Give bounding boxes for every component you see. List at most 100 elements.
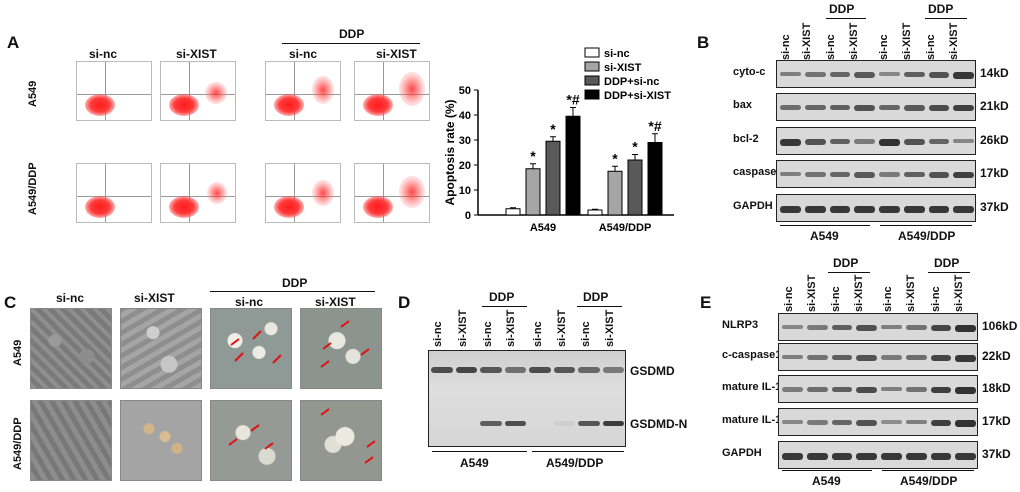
panel-e-group-1: A549 — [812, 474, 841, 488]
blot-band — [905, 355, 927, 360]
blot-band — [955, 387, 976, 394]
legend-swatch — [584, 89, 600, 100]
panel-d-group-2: A549/DDP — [546, 456, 604, 470]
panel-d-ddp-line-1 — [482, 306, 527, 307]
protein-label-2: bax — [733, 99, 752, 111]
blot-band — [804, 139, 826, 145]
micrograph-a549ddp-si-xist — [120, 400, 202, 481]
panel-b-ddp-label-2: DDP — [928, 2, 954, 16]
protein-label-5: GAPDH — [733, 200, 773, 212]
blot-band — [879, 139, 900, 146]
blot-row-5 — [776, 194, 976, 222]
blot-band — [953, 105, 974, 112]
blot-band — [829, 105, 851, 111]
blot-band — [829, 139, 851, 145]
panel-b-group-line-2 — [880, 225, 972, 226]
blot-band — [782, 453, 803, 460]
bar-si-XIST-A549/DDP — [607, 170, 623, 216]
panel-a-col-label-1: si-nc — [89, 47, 118, 61]
panel-d-group-1: A549 — [460, 456, 489, 470]
blot-band — [804, 206, 826, 213]
gsdmd-band — [431, 367, 453, 373]
size-label-5: 37kD — [980, 200, 1009, 214]
blot-band — [829, 206, 851, 213]
legend-label: si-XIST — [604, 62, 642, 74]
blot-band — [856, 453, 877, 460]
blot-band — [856, 325, 877, 331]
y-tick-label: 10 — [459, 185, 471, 197]
blot-row-2 — [778, 343, 978, 371]
y-tick-label: 40 — [459, 110, 471, 122]
lane-label-4: si-XIST — [848, 22, 860, 60]
y-tick-label: 20 — [459, 160, 471, 172]
significance-mark: *# — [648, 118, 661, 134]
blot-band — [782, 325, 803, 330]
y-tick-label: 30 — [459, 135, 471, 147]
blot-band — [953, 172, 974, 179]
blot-band — [955, 453, 976, 460]
lane-label-2: si-XIST — [457, 309, 469, 347]
panel-d-letter: D — [398, 293, 411, 312]
legend-swatch — [584, 75, 600, 86]
blot-band — [831, 453, 853, 460]
panel-b-group-line-1 — [780, 225, 870, 226]
blot-band — [854, 105, 875, 111]
panel-d-ddp-label-1: DDP — [489, 290, 515, 304]
blot-band — [955, 420, 976, 427]
blot-band — [903, 105, 925, 111]
blot-band — [780, 72, 801, 77]
panel-b-letter: B — [697, 33, 710, 52]
panel-b-ddp-label-1: DDP — [829, 2, 855, 16]
panel-a-ddp-header: DDP — [339, 27, 365, 41]
protein-label-5: GAPDH — [722, 447, 762, 459]
facs-plot-a549ddp-ddp-si-xist — [354, 163, 430, 223]
gsdmd-n-band — [480, 421, 502, 426]
blot-band — [804, 172, 826, 177]
panel-c-col-label-2: si-XIST — [134, 291, 175, 305]
lane-label-6: si-XIST — [905, 274, 917, 312]
blot-row-5 — [778, 441, 978, 469]
bar-si-nc-A549 — [505, 208, 521, 216]
blot-band — [881, 325, 902, 330]
size-label-3: 26kD — [980, 133, 1009, 147]
lane-label-3: si-nc — [830, 286, 842, 312]
blot-band — [782, 420, 803, 425]
blot-band — [854, 139, 875, 144]
protein-label-4: caspase3 — [733, 166, 783, 178]
gsdmd-n-band — [602, 421, 624, 426]
gsdmd-n-band — [504, 421, 526, 426]
blot-band — [879, 105, 900, 111]
blot-band — [831, 355, 853, 361]
lane-label-3: si-nc — [825, 34, 837, 60]
blot-band — [804, 72, 826, 77]
blot-band — [881, 355, 902, 360]
lane-label-2: si-XIST — [806, 274, 818, 312]
size-label-1: 106kD — [982, 319, 1018, 333]
blot-band — [879, 172, 900, 177]
micrograph-a549-ddp-si-xist — [300, 308, 382, 389]
blot-band — [780, 139, 801, 146]
micrograph-a549-si-xist — [120, 308, 202, 389]
blot-band — [804, 105, 826, 111]
panel-d-band-gsdmd: GSDMD — [630, 364, 675, 378]
blot-band — [782, 387, 803, 392]
lane-label-8: si-XIST — [948, 22, 960, 60]
lane-label-7: si-nc — [580, 321, 592, 347]
micrograph-a549ddp-ddp-si-nc — [210, 400, 292, 481]
gsdmd-band — [553, 367, 575, 373]
panel-a-col-label-3: si-nc — [289, 47, 318, 61]
gsdmd-band — [529, 367, 551, 373]
panel-a-row-label-1: A549 — [27, 80, 39, 107]
blot-band — [903, 139, 925, 145]
blot-band — [955, 355, 976, 362]
panel-d-band-gsdmd-n: GSDMD-N — [630, 417, 688, 431]
lane-label-8: si-XIST — [953, 274, 965, 312]
facs-plot-a549ddp-si-xist — [160, 163, 236, 223]
blot-band — [903, 72, 925, 78]
blot-row-2 — [776, 93, 976, 121]
blot-band — [903, 206, 925, 213]
blot-band — [905, 453, 927, 460]
bar-DDP+si-nc-A549/DDP — [627, 159, 643, 216]
blot-band — [953, 72, 974, 79]
lane-label-4: si-XIST — [853, 274, 865, 312]
